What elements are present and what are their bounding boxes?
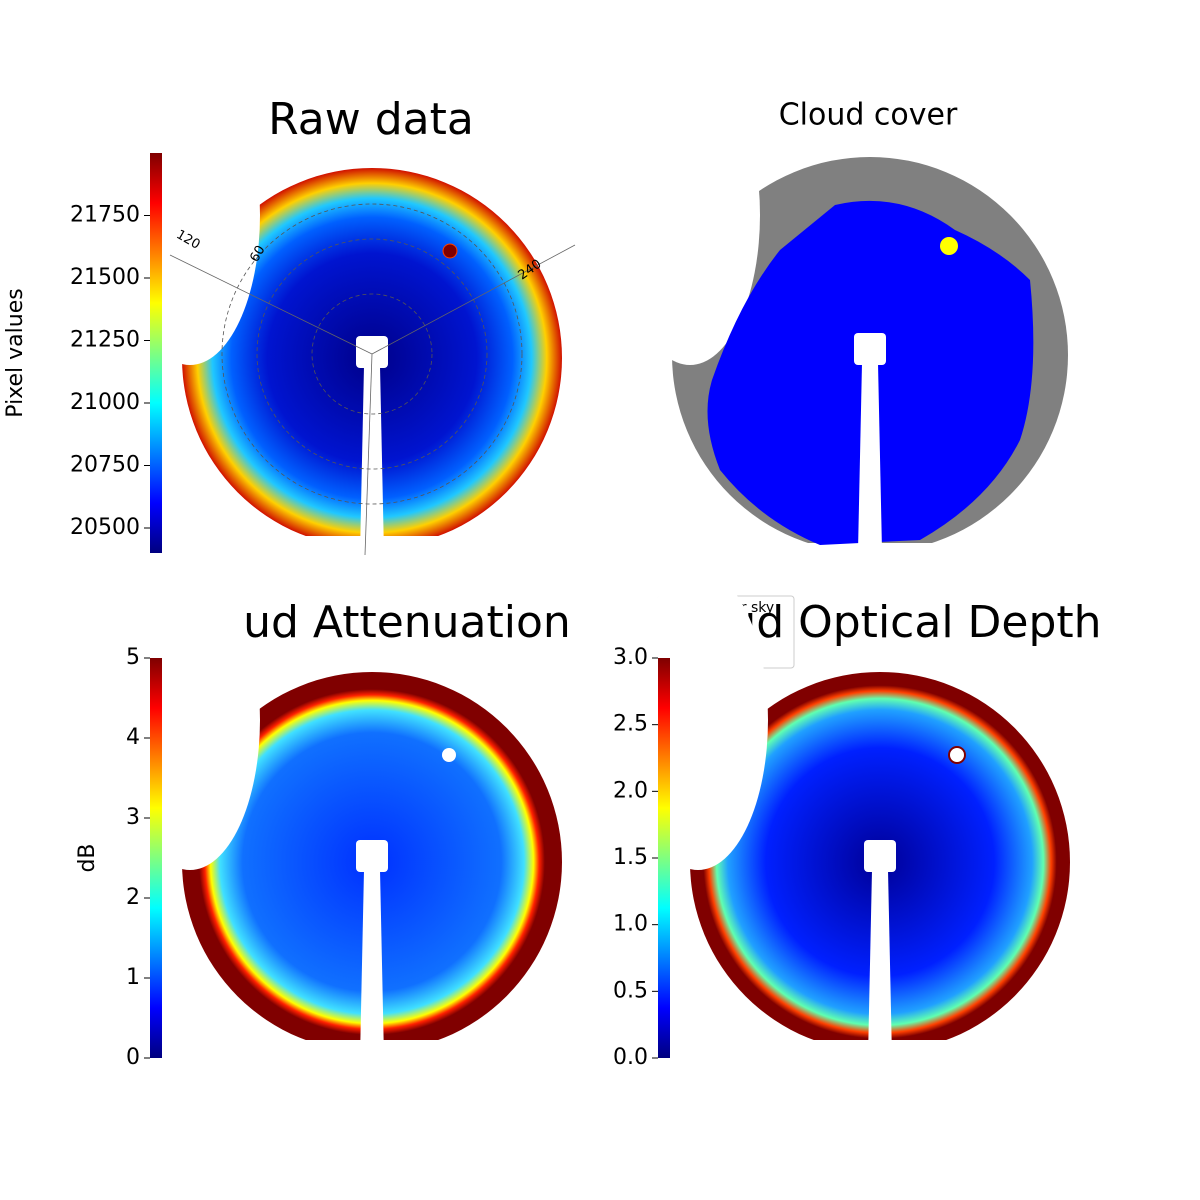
colorbar-tick-label: 0 [126, 1045, 140, 1070]
image-mask [628, 570, 768, 870]
mast-pole [858, 363, 882, 551]
colorbar-tick-label: 1.0 [613, 912, 648, 937]
colorbar [658, 658, 670, 1058]
colorbar-label: Pixel values [3, 288, 28, 417]
sun-spot [442, 748, 456, 762]
image-mask [620, 65, 760, 365]
panel-title: Raw data [268, 94, 474, 145]
colorbar-tick-label: 0.0 [613, 1045, 648, 1070]
mast-pole [868, 870, 892, 1058]
colorbar-tick-label: 3.0 [613, 645, 648, 670]
mast-pole [360, 366, 384, 554]
polar-spoke [371, 244, 576, 355]
colorbar-tick-label: 1 [126, 965, 140, 990]
mast-pole [360, 870, 384, 1058]
colorbar-tick-label: 21750 [70, 203, 140, 228]
colorbar-tick-label: 5 [126, 645, 140, 670]
colorbar-tick-label: 20500 [70, 515, 140, 540]
mast-head [356, 336, 388, 368]
polar-spoke [169, 254, 373, 355]
polar-label: 60 [247, 243, 268, 265]
colorbar [150, 153, 162, 553]
polar-ring [256, 238, 488, 470]
sun-spot [442, 243, 458, 259]
mast-head [854, 333, 886, 365]
colorbar-tick-label: 2 [126, 885, 140, 910]
polar-spoke [364, 353, 373, 556]
colorbar-tick-label: 2.0 [613, 778, 648, 803]
colorbar-tick-label: 21500 [70, 265, 140, 290]
colorbar-tick-label: 21250 [70, 328, 140, 353]
panel-title: Cloud cover [779, 98, 958, 133]
mast-head [864, 840, 896, 872]
colorbar-tick-label: 1.5 [613, 845, 648, 870]
colorbar-tick-label: 0.5 [613, 978, 648, 1003]
colorbar [150, 658, 162, 1058]
polar-ring [311, 293, 433, 415]
image-mask [120, 65, 260, 365]
mast-head [356, 840, 388, 872]
colorbar-tick-label: 2.5 [613, 712, 648, 737]
image-mask [120, 570, 260, 870]
panel: Raw data12060240205002075021000212502150… [3, 65, 576, 556]
colorbar-tick-label: 3 [126, 805, 140, 830]
colorbar-tick-label: 20750 [70, 453, 140, 478]
sun-region [940, 237, 958, 255]
colorbar-tick-label: 4 [126, 725, 140, 750]
colorbar-tick-label: 21000 [70, 390, 140, 415]
panel: Cloud coverclear skycloudsun [620, 65, 1068, 669]
sun-spot [948, 746, 966, 764]
colorbar-label: dB [75, 843, 100, 872]
polar-ring [221, 203, 523, 505]
